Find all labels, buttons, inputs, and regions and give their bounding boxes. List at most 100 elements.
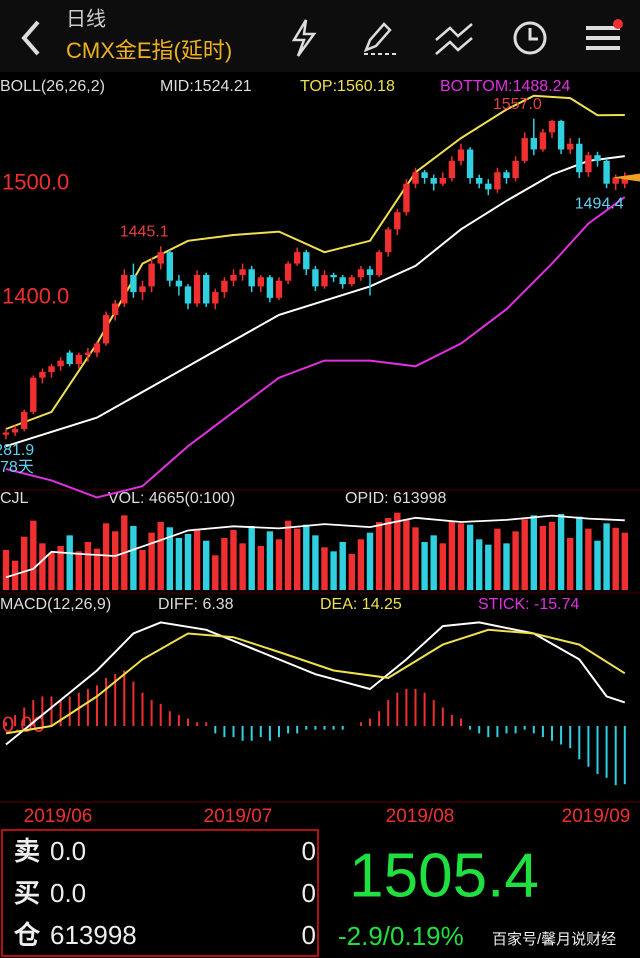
volume-bar bbox=[57, 546, 64, 590]
volume-bar bbox=[439, 543, 446, 590]
volume-bar bbox=[166, 527, 173, 590]
volume-bar bbox=[466, 524, 474, 590]
candle-body bbox=[366, 269, 374, 275]
candle-body bbox=[266, 277, 274, 298]
opid-value: OPID: 613998 bbox=[345, 490, 447, 507]
volume-bar bbox=[485, 544, 492, 590]
candle-body bbox=[585, 155, 592, 173]
volume-bar bbox=[557, 514, 565, 590]
volume-bar bbox=[521, 519, 528, 590]
volume-bar bbox=[375, 522, 383, 590]
volume-bar bbox=[503, 543, 510, 590]
candle-body bbox=[294, 252, 301, 264]
volume-bar bbox=[357, 539, 365, 590]
volume-bar bbox=[366, 532, 374, 590]
volume-bar bbox=[348, 554, 355, 590]
macd-diff: DIFF: 6.38 bbox=[158, 596, 234, 613]
volume-bar bbox=[548, 522, 556, 590]
volume-bar bbox=[175, 538, 183, 590]
price-annotation: 78天 bbox=[0, 459, 34, 476]
candle-body bbox=[403, 183, 410, 213]
candle-body bbox=[539, 132, 547, 150]
candle-body bbox=[521, 138, 528, 161]
candle-body bbox=[321, 274, 328, 287]
date-label: 2019/06 bbox=[24, 806, 93, 827]
volume-bar bbox=[66, 535, 73, 590]
volume-bar bbox=[148, 532, 155, 590]
volume-bar bbox=[303, 524, 310, 590]
clock-icon[interactable] bbox=[513, 21, 547, 55]
volume-bar bbox=[239, 543, 246, 590]
boll-bottom bbox=[5, 196, 626, 499]
candle-body bbox=[184, 286, 192, 304]
boll-mid: MID:1524.21 bbox=[160, 78, 252, 95]
volume-bar bbox=[21, 536, 28, 590]
volume-bar bbox=[257, 546, 264, 590]
volume-bar bbox=[102, 523, 110, 590]
volume-bar bbox=[212, 555, 219, 590]
watermark: 百家号/馨月说财经 bbox=[492, 931, 616, 948]
volume-bar bbox=[30, 520, 37, 590]
current-price-marker bbox=[612, 173, 640, 182]
volume-bar bbox=[576, 516, 583, 590]
y-tick-label: 1500.0 bbox=[2, 170, 69, 195]
back-button[interactable] bbox=[21, 20, 40, 56]
quote-box bbox=[1, 829, 319, 957]
volume-bar bbox=[421, 542, 428, 590]
candle-body bbox=[439, 177, 446, 184]
volume-bar bbox=[321, 547, 328, 590]
candle-body bbox=[221, 280, 228, 293]
menu-icon[interactable] bbox=[586, 19, 623, 50]
candle-body bbox=[466, 149, 474, 178]
price-annotation: 1445.1 bbox=[120, 224, 169, 241]
volume-bar bbox=[585, 528, 592, 590]
vol-value: VOL: 4665(0:100) bbox=[108, 490, 235, 507]
candle-body bbox=[312, 269, 319, 287]
boll-label: BOLL(26,26,2) bbox=[0, 78, 105, 95]
volume-bar bbox=[157, 522, 164, 590]
volume-bar bbox=[339, 542, 346, 590]
candle-body bbox=[512, 160, 519, 178]
candle-body bbox=[21, 411, 28, 430]
volume-bar bbox=[612, 527, 619, 590]
volume-bar bbox=[403, 519, 410, 590]
candle-body bbox=[603, 160, 610, 184]
opid-line bbox=[5, 514, 625, 579]
candle-body bbox=[576, 143, 583, 173]
candle-body bbox=[248, 269, 255, 287]
candle-body bbox=[257, 277, 264, 287]
candle-body bbox=[394, 212, 401, 230]
boll-bottom: BOTTOM:1488.24 bbox=[440, 78, 571, 95]
draw-icon[interactable] bbox=[363, 22, 398, 55]
volume-bar bbox=[476, 539, 483, 590]
volume-bar bbox=[539, 526, 547, 590]
change: -2.9/0.19% bbox=[338, 921, 464, 951]
date-label: 2019/07 bbox=[204, 806, 273, 827]
indicator-icon[interactable] bbox=[435, 23, 473, 55]
volume-bar bbox=[494, 528, 501, 590]
macd-dea: DEA: 14.25 bbox=[320, 596, 402, 613]
macd-label: MACD(12,26,9) bbox=[0, 596, 111, 613]
candle-body bbox=[567, 143, 574, 150]
volume-bar bbox=[221, 538, 228, 590]
instrument: CMX金E指(延时) bbox=[66, 38, 232, 63]
candle-body bbox=[11, 429, 19, 433]
volume-bar bbox=[48, 552, 55, 590]
volume-bar bbox=[139, 550, 146, 590]
volume-bar bbox=[248, 526, 255, 590]
volume-bar bbox=[2, 550, 10, 590]
candle-body bbox=[385, 229, 392, 253]
diff-line bbox=[5, 621, 626, 746]
boll-top bbox=[5, 94, 625, 430]
volume-bar bbox=[567, 538, 574, 590]
quote-volume: 0 bbox=[302, 836, 316, 866]
y-tick-label: 1400.0 bbox=[2, 284, 69, 309]
candle-body bbox=[485, 183, 492, 190]
candle-body bbox=[457, 149, 465, 161]
volume-bar bbox=[394, 512, 401, 590]
header-bg bbox=[0, 0, 640, 72]
candle-body bbox=[148, 263, 155, 287]
candle-body bbox=[84, 352, 92, 355]
flash-icon[interactable] bbox=[291, 19, 317, 57]
